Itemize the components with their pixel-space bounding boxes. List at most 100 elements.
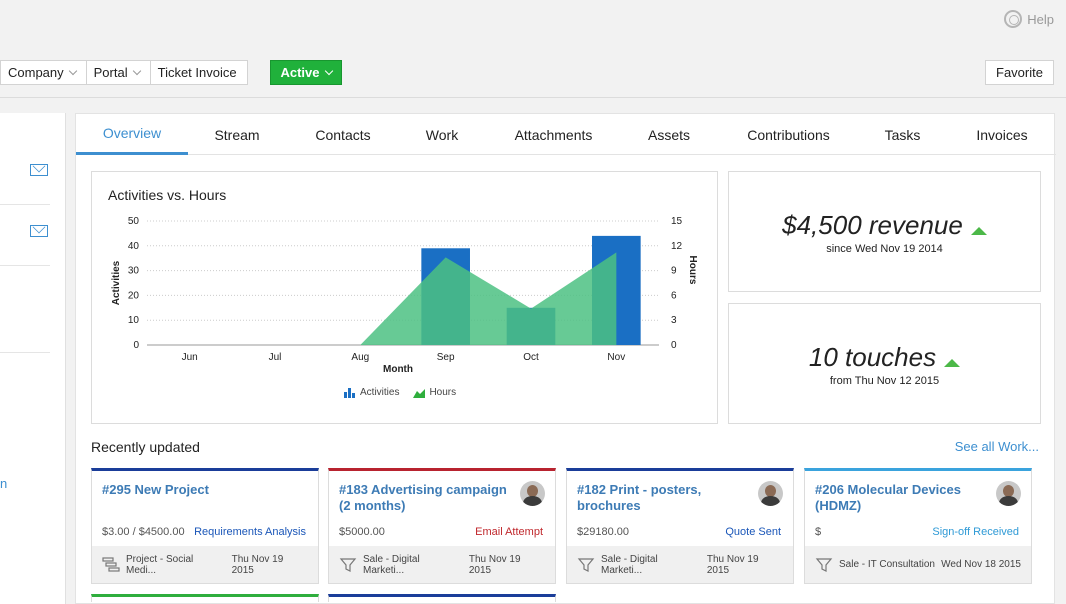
y-tick-label: 20 — [128, 290, 140, 301]
y-axis-label: Activities — [111, 260, 122, 305]
tab-contacts[interactable]: Contacts — [315, 126, 371, 143]
card-footer: Project - Social Medi... Thu Nov 19 2015 — [92, 546, 318, 583]
email-icon[interactable] — [30, 164, 48, 176]
status-label: Active — [280, 65, 320, 80]
card-status: Requirements Analysis — [194, 526, 306, 538]
chart-title: Activities vs. Hours — [108, 187, 227, 203]
help-icon — [1004, 10, 1023, 28]
y2-axis-label: Hours — [687, 256, 698, 285]
y2-tick-label: 3 — [671, 315, 677, 326]
card-title[interactable]: #183 Advertising campaign (2 months) — [339, 482, 507, 513]
see-all-work-link[interactable]: See all Work... — [954, 439, 1039, 454]
x-axis-label: Month — [383, 364, 413, 375]
card-status: Quote Sent — [725, 526, 781, 538]
tab-contributions[interactable]: Contributions — [747, 126, 830, 143]
card-title[interactable]: #295 New Project — [102, 482, 209, 497]
project-icon — [102, 556, 120, 572]
tab-invoices[interactable]: Invoices — [976, 126, 1028, 143]
y2-tick-label: 9 — [671, 266, 677, 277]
left-panel-row — [0, 266, 50, 353]
card-type: Sale - Digital Marketi... — [363, 553, 420, 576]
y-tick-label: 50 — [128, 216, 140, 227]
card-status: Email Attempt — [475, 526, 543, 538]
y-tick-label: 0 — [133, 340, 139, 351]
top-bar: Help Company Portal Ticket Invoice Activ… — [0, 0, 1066, 98]
bar-chart-icon — [344, 387, 355, 398]
trend-up-icon — [944, 358, 961, 367]
tab-assets[interactable]: Assets — [647, 126, 690, 143]
tab-overview[interactable]: Overview — [76, 114, 188, 155]
area-chart-icon — [413, 388, 426, 398]
x-tick-label: Jun — [182, 352, 198, 363]
left-panel-row — [0, 205, 50, 266]
card-date: Wed Nov 18 2015 — [941, 559, 1021, 570]
chevron-down-icon — [324, 66, 333, 76]
x-tick-label: Nov — [607, 352, 625, 363]
avatar — [996, 481, 1021, 506]
funnel-icon — [815, 557, 833, 572]
card-date: Thu Nov 19 2015 — [706, 553, 759, 576]
left-panel-row — [0, 113, 50, 205]
work-card[interactable] — [91, 594, 319, 602]
help-label: Help — [1027, 11, 1054, 27]
portal-label: Portal — [93, 65, 128, 80]
tab-bar: Overview Stream Contacts Work Attachment… — [76, 114, 1056, 155]
card-title[interactable]: #206 Molecular Devices (HDMZ) — [815, 482, 961, 513]
portal-dropdown[interactable]: Portal — [86, 60, 151, 85]
y2-tick-label: 15 — [671, 216, 683, 227]
touches-value: 10 touches — [808, 342, 937, 372]
card-footer: Sale - IT Consultation Wed Nov 18 2015 — [805, 546, 1031, 583]
x-tick-label: Oct — [523, 352, 539, 363]
touches-stat-card: 10 touches from Thu Nov 12 2015 — [728, 303, 1041, 424]
card-title[interactable]: #182 Print - posters, brochures — [577, 482, 702, 513]
card-date: Thu Nov 19 2015 — [231, 553, 284, 576]
legend-label-hours: Hours — [429, 387, 457, 398]
main-panel: Overview Stream Contacts Work Attachment… — [75, 113, 1056, 604]
card-amount: $ — [815, 526, 822, 538]
chevron-down-icon — [68, 66, 77, 76]
y-tick-label: 10 — [128, 315, 140, 326]
y2-tick-label: 12 — [671, 241, 683, 252]
work-card[interactable]: #182 Print - posters, brochures $29180.00… — [566, 468, 794, 584]
revenue-stat: $4,500 revenue — [729, 210, 1040, 241]
email-icon[interactable] — [30, 225, 48, 237]
chart-legend: Activities Hours — [344, 387, 456, 398]
left-panel-link[interactable]: n — [0, 476, 8, 491]
tab-attachments[interactable]: Attachments — [514, 126, 593, 143]
y-tick-label: 40 — [128, 241, 140, 252]
revenue-subtitle: since Wed Nov 19 2014 — [826, 243, 943, 255]
card-date: Thu Nov 19 2015 — [468, 553, 521, 576]
work-card[interactable]: #295 New Project $3.00 / $4500.00 Requirem… — [91, 468, 319, 584]
legend-item-activities[interactable]: Activities — [344, 387, 399, 398]
left-panel: n — [0, 113, 66, 604]
activities-hours-chart: Activities vs. Hours 0 10 20 30 40 50 0 3 6 9 12 15… — [91, 171, 718, 424]
tab-work[interactable]: Work — [425, 126, 459, 143]
card-amount: $29180.00 — [577, 526, 629, 538]
work-card[interactable] — [328, 594, 556, 602]
chart-area-hours — [360, 252, 617, 345]
legend-item-hours[interactable]: Hours — [413, 387, 456, 398]
card-type: Sale - Digital Marketi... — [601, 553, 658, 576]
company-dropdown[interactable]: Company — [0, 60, 87, 85]
card-type: Project - Social Medi... — [126, 553, 194, 576]
touches-stat: 10 touches — [729, 342, 1040, 373]
work-card[interactable]: #183 Advertising campaign (2 months) $500… — [328, 468, 556, 584]
trend-up-icon — [970, 226, 987, 235]
revenue-stat-card: $4,500 revenue since Wed Nov 19 2014 — [728, 171, 1041, 292]
status-dropdown-button[interactable]: Active — [270, 60, 342, 85]
favorite-button[interactable]: Favorite — [985, 60, 1054, 85]
y-tick-label: 30 — [128, 266, 140, 277]
card-status: Sign-off Received — [932, 526, 1019, 538]
help-link[interactable]: Help — [1004, 10, 1054, 28]
ticket-invoice-label: Ticket Invoice — [157, 65, 237, 80]
x-tick-label: Jul — [269, 352, 282, 363]
tab-stream[interactable]: Stream — [214, 126, 260, 143]
funnel-icon — [339, 557, 357, 572]
tab-tasks[interactable]: Tasks — [884, 126, 921, 143]
work-card[interactable]: #206 Molecular Devices (HDMZ) $ Sign-off R… — [804, 468, 1032, 584]
y2-tick-label: 0 — [671, 340, 677, 351]
revenue-value: $4,500 revenue — [782, 210, 963, 240]
ticket-invoice-button[interactable]: Ticket Invoice — [150, 60, 248, 85]
card-footer: Sale - Digital Marketi... Thu Nov 19 2015 — [567, 546, 793, 583]
y2-tick-label: 6 — [671, 290, 677, 301]
